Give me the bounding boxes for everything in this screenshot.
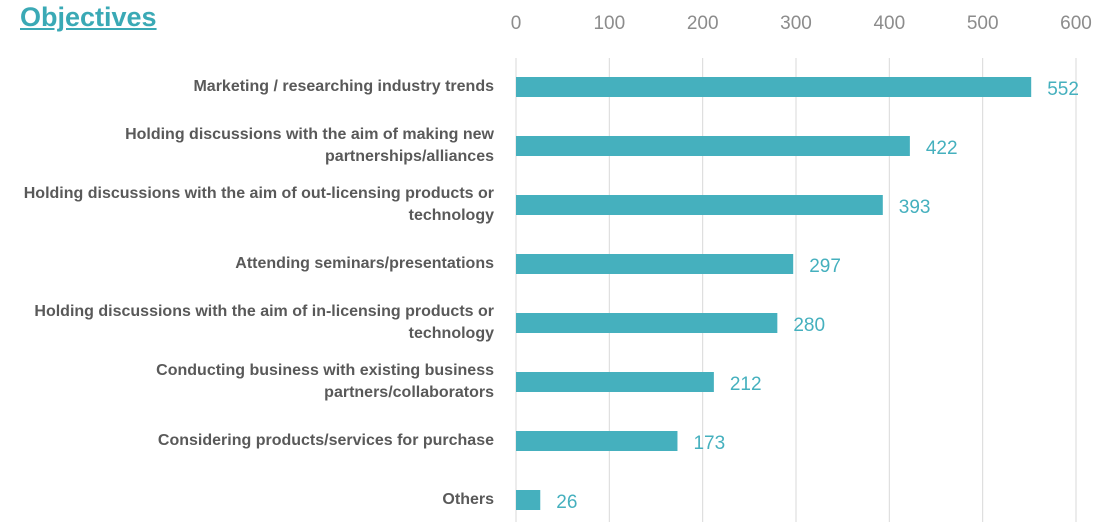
bar [516, 254, 794, 274]
bar [516, 490, 541, 510]
y-tick-label: Considering products/services for purcha… [157, 432, 494, 449]
y-tick-label: Holding discussions with the aim of in-l… [34, 303, 494, 342]
x-tick-label: 0 [511, 13, 522, 34]
bar [516, 136, 910, 156]
bar [516, 372, 714, 392]
data-label: 297 [809, 256, 841, 277]
x-tick-label: 500 [967, 13, 999, 34]
data-label: 552 [1047, 79, 1079, 100]
x-tick-label: 400 [873, 13, 905, 34]
data-label: 422 [926, 138, 958, 159]
data-label: 173 [693, 433, 725, 454]
x-tick-label: 600 [1060, 13, 1092, 34]
data-label: 212 [730, 374, 762, 395]
y-tick-label: Others [442, 491, 494, 508]
chart-title: Objectives [20, 2, 157, 32]
x-tick-label: 300 [780, 13, 812, 34]
y-tick-label: Holding discussions with the aim of maki… [125, 126, 494, 165]
y-tick-label: Holding discussions with the aim of out-… [23, 185, 494, 224]
y-tick-label: Conducting business with existing busine… [156, 362, 494, 401]
y-tick-label: Marketing / researching industry trends [193, 78, 494, 95]
data-label: 26 [556, 492, 577, 513]
x-tick-label: 100 [593, 13, 625, 34]
bar [516, 77, 1032, 97]
bar [516, 195, 883, 215]
x-tick-label: 200 [687, 13, 719, 34]
bar [516, 431, 678, 451]
bar [516, 313, 778, 333]
data-label: 393 [899, 197, 931, 218]
y-tick-label: Attending seminars/presentations [235, 255, 494, 272]
data-label: 280 [793, 315, 825, 336]
